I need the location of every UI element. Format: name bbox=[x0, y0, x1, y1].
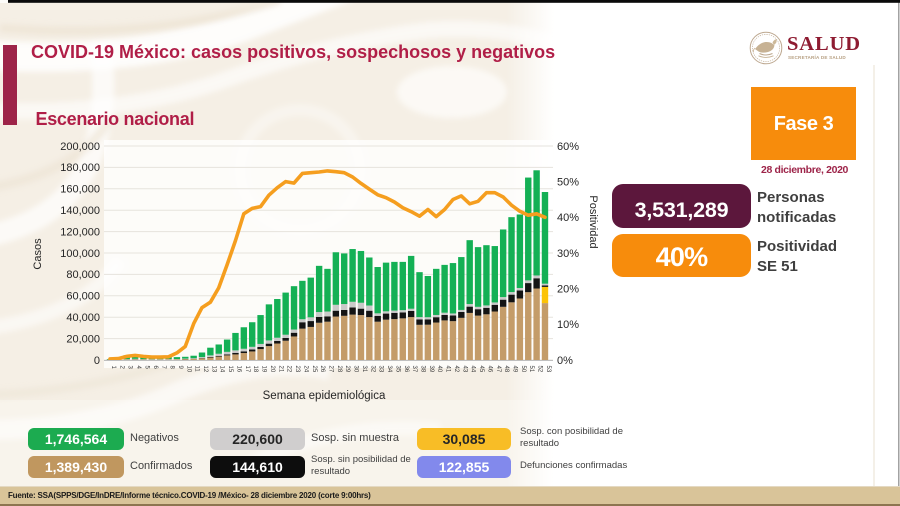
svg-text:51: 51 bbox=[528, 366, 534, 373]
svg-text:6: 6 bbox=[152, 366, 158, 370]
svg-text:21: 21 bbox=[277, 366, 283, 373]
svg-text:160,000: 160,000 bbox=[60, 184, 100, 196]
svg-text:38: 38 bbox=[420, 366, 426, 373]
svg-text:80,000: 80,000 bbox=[66, 269, 100, 281]
svg-text:27: 27 bbox=[328, 366, 334, 373]
svg-text:25: 25 bbox=[311, 366, 317, 373]
svg-text:1: 1 bbox=[110, 366, 116, 370]
svg-text:4: 4 bbox=[135, 366, 141, 370]
svg-text:31: 31 bbox=[361, 366, 367, 373]
svg-text:23: 23 bbox=[294, 366, 300, 373]
svg-text:43: 43 bbox=[461, 366, 467, 373]
svg-text:29: 29 bbox=[344, 366, 350, 373]
svg-text:46: 46 bbox=[486, 366, 492, 373]
svg-text:28: 28 bbox=[336, 366, 342, 373]
svg-text:13: 13 bbox=[210, 366, 216, 373]
svg-text:60,000: 60,000 bbox=[66, 291, 100, 303]
svg-text:Positividad: Positividad bbox=[587, 195, 599, 248]
svg-text:47: 47 bbox=[495, 366, 501, 373]
svg-text:10: 10 bbox=[185, 366, 191, 373]
svg-text:26: 26 bbox=[319, 366, 325, 373]
svg-text:34: 34 bbox=[386, 366, 392, 373]
svg-text:16: 16 bbox=[236, 366, 242, 373]
svg-text:0%: 0% bbox=[557, 355, 573, 367]
svg-text:19: 19 bbox=[261, 366, 267, 373]
svg-text:35: 35 bbox=[394, 366, 400, 373]
svg-text:24: 24 bbox=[302, 366, 308, 373]
svg-text:33: 33 bbox=[378, 366, 384, 373]
svg-text:10%: 10% bbox=[557, 319, 579, 331]
svg-text:20%: 20% bbox=[557, 284, 579, 296]
svg-text:37: 37 bbox=[411, 366, 417, 373]
svg-text:48: 48 bbox=[503, 366, 509, 373]
svg-text:Casos: Casos bbox=[32, 238, 44, 270]
svg-text:42: 42 bbox=[453, 366, 459, 373]
svg-text:180,000: 180,000 bbox=[60, 162, 100, 174]
svg-text:18: 18 bbox=[252, 366, 258, 373]
svg-text:7: 7 bbox=[160, 366, 166, 370]
svg-text:40%: 40% bbox=[557, 212, 579, 224]
svg-text:60%: 60% bbox=[557, 141, 579, 153]
svg-text:Semana epidemiológica: Semana epidemiológica bbox=[263, 390, 386, 402]
svg-text:50: 50 bbox=[520, 366, 526, 373]
svg-text:50%: 50% bbox=[557, 176, 579, 188]
svg-text:12: 12 bbox=[202, 366, 208, 373]
svg-text:53: 53 bbox=[545, 366, 551, 373]
svg-text:17: 17 bbox=[244, 366, 250, 373]
svg-text:41: 41 bbox=[445, 366, 451, 373]
svg-text:40: 40 bbox=[436, 366, 442, 373]
svg-text:32: 32 bbox=[369, 366, 375, 373]
svg-text:5: 5 bbox=[144, 366, 150, 370]
svg-text:140,000: 140,000 bbox=[60, 205, 100, 217]
svg-text:49: 49 bbox=[512, 366, 518, 373]
svg-text:2: 2 bbox=[118, 366, 124, 370]
svg-text:9: 9 bbox=[177, 366, 183, 370]
svg-text:14: 14 bbox=[219, 366, 225, 373]
svg-text:0: 0 bbox=[94, 355, 100, 367]
svg-text:40,000: 40,000 bbox=[66, 312, 100, 324]
svg-text:15: 15 bbox=[227, 366, 233, 373]
svg-text:39: 39 bbox=[428, 366, 434, 373]
svg-text:8: 8 bbox=[169, 366, 175, 370]
svg-text:44: 44 bbox=[470, 366, 476, 373]
svg-text:30: 30 bbox=[353, 366, 359, 373]
svg-text:20,000: 20,000 bbox=[66, 333, 100, 345]
svg-text:22: 22 bbox=[286, 366, 292, 373]
svg-text:100,000: 100,000 bbox=[60, 248, 100, 260]
svg-text:36: 36 bbox=[403, 366, 409, 373]
svg-text:11: 11 bbox=[194, 366, 200, 373]
svg-text:120,000: 120,000 bbox=[60, 226, 100, 238]
svg-text:52: 52 bbox=[537, 366, 543, 373]
svg-text:200,000: 200,000 bbox=[60, 141, 100, 153]
svg-text:45: 45 bbox=[478, 366, 484, 373]
svg-text:30%: 30% bbox=[557, 248, 579, 260]
svg-text:20: 20 bbox=[269, 366, 275, 373]
svg-text:3: 3 bbox=[127, 366, 133, 370]
